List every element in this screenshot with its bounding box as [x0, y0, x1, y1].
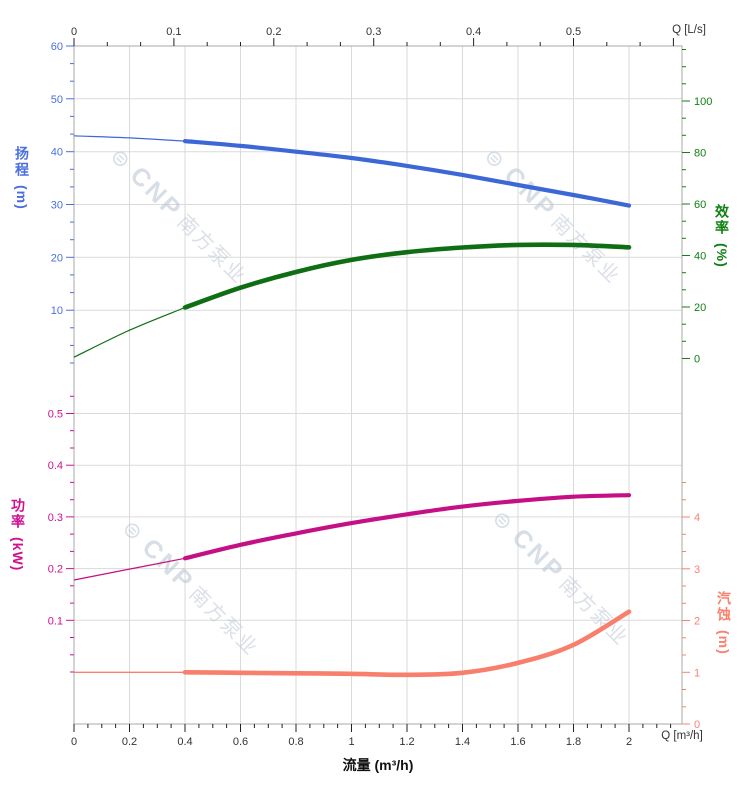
eff-curve	[182, 242, 632, 310]
watermark: ⊜ CNP 南方泵业	[487, 505, 633, 651]
top-axis-unit-label: Q [L/s]	[672, 24, 706, 36]
npsh-axis-title: 汽蚀 (m)	[715, 591, 733, 655]
svg-text:3: 3	[694, 564, 700, 576]
svg-text:1.4: 1.4	[455, 736, 470, 748]
axes: 1020304050600204060801000.10.20.30.40.50…	[48, 26, 713, 748]
svg-text:1: 1	[348, 736, 354, 748]
svg-text:0.1: 0.1	[48, 615, 63, 627]
efficiency-axis-title-text: 效率	[714, 204, 730, 236]
svg-text:40: 40	[51, 147, 63, 159]
svg-text:0.2: 0.2	[48, 564, 63, 576]
svg-text:2: 2	[694, 616, 700, 628]
watermark-brand: CNP	[136, 533, 199, 596]
head-curve-thin	[73, 135, 186, 142]
svg-text:40: 40	[694, 251, 706, 263]
head-axis-title: 扬程 (m)	[13, 146, 31, 210]
svg-text:0.4: 0.4	[177, 736, 192, 748]
svg-text:0.2: 0.2	[122, 736, 137, 748]
svg-text:20: 20	[51, 252, 63, 264]
svg-text:60: 60	[51, 41, 63, 53]
watermark: ⊜ CNP 南方泵业	[117, 515, 263, 661]
pow-curve-thin	[73, 557, 186, 581]
bottom-axis-title: 流量 (m³/h)	[342, 757, 414, 773]
watermark: ⊜ CNP 南方泵业	[105, 143, 251, 289]
svg-text:2: 2	[626, 736, 632, 748]
watermark-brand-cn: 南方泵业	[555, 572, 633, 650]
watermark-brand: CNP	[124, 161, 187, 224]
efficiency-axis-unit: (%)	[714, 243, 730, 268]
svg-text:80: 80	[694, 148, 706, 160]
bottom-axis-unit-label: Q [m³/h]	[661, 730, 703, 742]
watermarks: ⊜ CNP 南方泵业 ⊜ CNP 南方泵业 ⊜ CNP 南方泵业 ⊜ CNP 南…	[105, 143, 633, 661]
cnp-logo-icon: ⊜	[487, 505, 518, 536]
watermark: ⊜ CNP 南方泵业	[479, 143, 625, 289]
svg-text:0.5: 0.5	[566, 26, 581, 38]
svg-text:4: 4	[694, 512, 700, 524]
svg-text:1.6: 1.6	[510, 736, 525, 748]
svg-text:0.2: 0.2	[266, 26, 281, 38]
svg-text:0.5: 0.5	[48, 409, 63, 421]
cnp-logo-icon: ⊜	[479, 143, 510, 174]
watermark-brand-cn: 南方泵业	[185, 582, 263, 660]
svg-text:0: 0	[694, 354, 700, 366]
svg-text:0.4: 0.4	[466, 26, 481, 38]
svg-text:0.3: 0.3	[48, 512, 63, 524]
svg-text:0.6: 0.6	[233, 736, 248, 748]
svg-text:0: 0	[71, 26, 77, 38]
watermark-brand-cn: 南方泵业	[547, 210, 625, 288]
eff-curve-thin	[73, 306, 186, 358]
curves	[73, 135, 632, 678]
power-axis-title-text: 功率	[10, 498, 26, 530]
svg-text:10: 10	[51, 305, 63, 317]
watermark-brand-cn: 南方泵业	[173, 210, 251, 288]
svg-text:0.4: 0.4	[48, 460, 63, 472]
npsh-curve	[182, 609, 632, 678]
head-axis-title-text: 扬程	[14, 146, 30, 178]
svg-text:1: 1	[694, 667, 700, 679]
svg-text:60: 60	[694, 199, 706, 211]
svg-text:0.3: 0.3	[366, 26, 381, 38]
svg-text:0: 0	[694, 719, 700, 731]
cnp-logo-icon: ⊜	[117, 515, 148, 546]
power-axis-unit: (kW)	[10, 537, 26, 572]
npsh-axis-title-text: 汽蚀	[716, 591, 732, 623]
head-axis-unit: (m)	[14, 185, 30, 210]
head-curve	[182, 139, 632, 208]
power-axis-title: 功率 (kW)	[9, 498, 27, 571]
npsh-axis-unit: (m)	[716, 630, 732, 655]
svg-text:1.8: 1.8	[566, 736, 581, 748]
svg-text:50: 50	[51, 94, 63, 106]
watermark-brand: CNP	[506, 523, 569, 586]
svg-text:20: 20	[694, 302, 706, 314]
svg-text:1.2: 1.2	[399, 736, 414, 748]
cnp-logo-icon: ⊜	[105, 143, 136, 174]
svg-text:0.1: 0.1	[166, 26, 181, 38]
svg-text:30: 30	[51, 200, 63, 212]
svg-text:0.8: 0.8	[288, 736, 303, 748]
svg-text:0: 0	[71, 736, 77, 748]
svg-text:100: 100	[694, 96, 712, 108]
pow-curve	[182, 493, 632, 561]
efficiency-axis-title: 效率 (%)	[713, 204, 731, 268]
